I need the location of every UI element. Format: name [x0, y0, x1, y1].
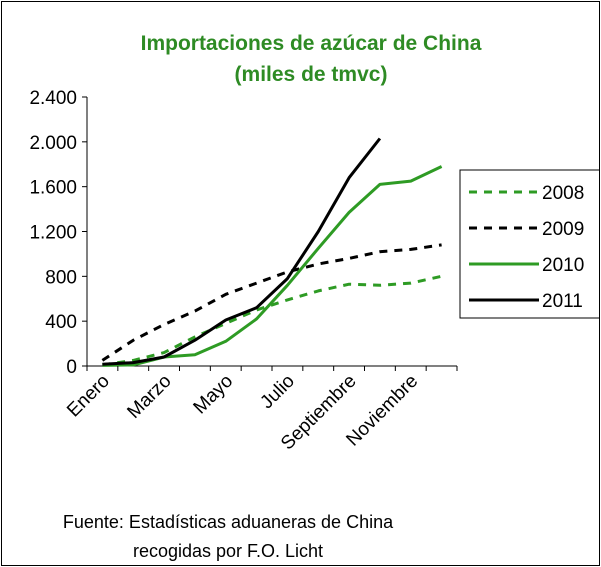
y-tick-label: 2.000 [29, 133, 77, 154]
chart-subtitle: (miles de tmvc) [235, 63, 388, 86]
legend: 2008 2009 2010 2011 [469, 183, 584, 312]
chart-title: Importaciones de azúcar de China [141, 32, 482, 55]
series-lines [101, 137, 443, 367]
legend-label-2009: 2009 [542, 219, 584, 240]
legend-label-2008: 2008 [542, 183, 584, 204]
series-line-2008 [102, 274, 442, 367]
y-tick-label: 800 [45, 267, 77, 288]
series-line-2009 [101, 243, 442, 362]
y-tick-label: 0 [66, 357, 77, 378]
axes [86, 97, 457, 367]
legend-label-2011: 2011 [542, 291, 583, 312]
series-line-2010 [102, 165, 443, 367]
y-axis-ticks: 0 400 800 1.200 1.600 2.000 2.400 [29, 88, 87, 378]
legend-label-2010: 2010 [542, 255, 584, 276]
y-tick-label: 400 [45, 312, 77, 333]
x-tick-label: Enero [63, 371, 114, 422]
series-line-2011 [102, 137, 382, 366]
source-line-1: Fuente: Estadísticas aduaneras de China [63, 512, 394, 532]
source-line-2: recogidas por F.O. Licht [133, 541, 323, 561]
y-tick-label: 1.600 [29, 178, 77, 199]
y-tick-label: 2.400 [29, 88, 77, 109]
x-tick-label: Mayo [190, 371, 238, 419]
x-tick-label: Julio [256, 371, 298, 413]
y-tick-label: 1.200 [29, 223, 77, 244]
legend-box [459, 169, 599, 319]
x-tick-label: Marzo [123, 371, 175, 423]
